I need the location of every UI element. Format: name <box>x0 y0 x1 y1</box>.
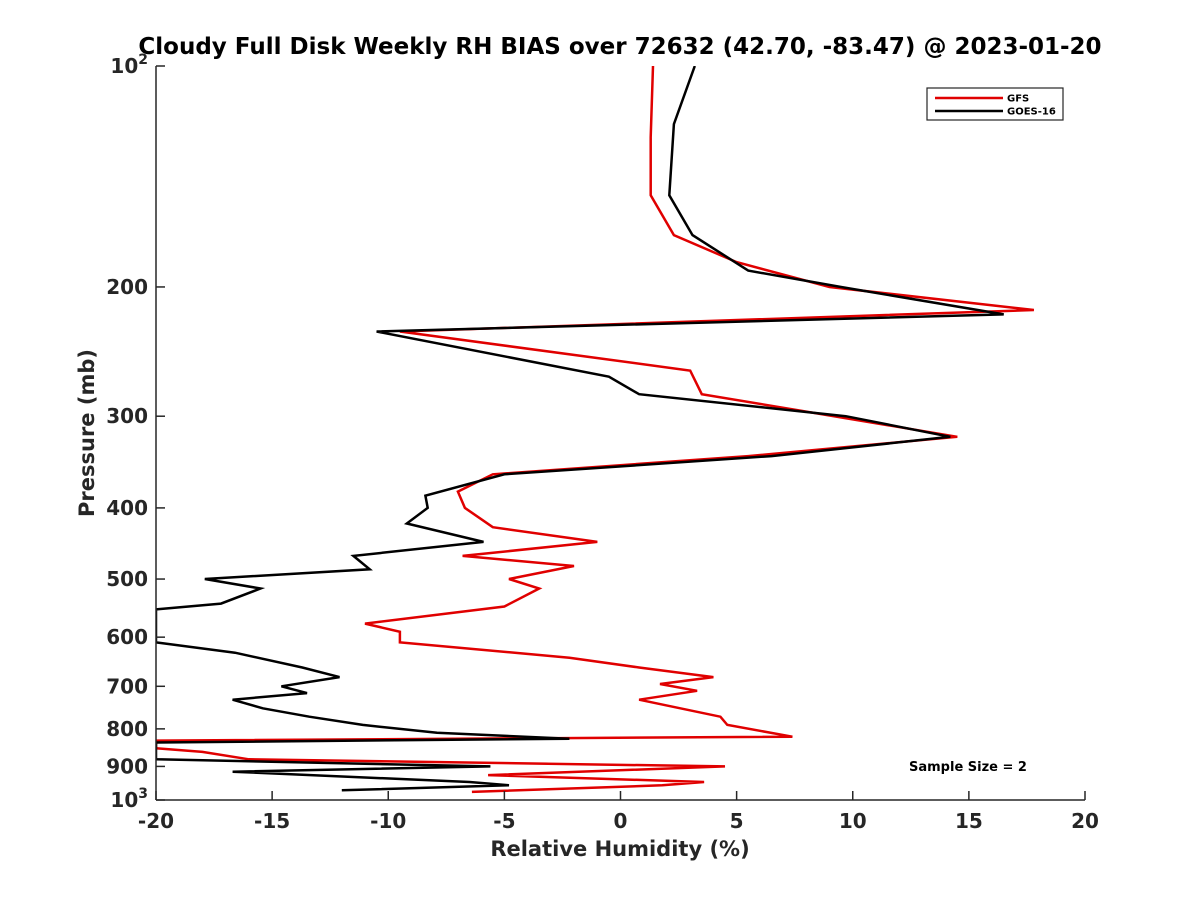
y-tick-label: 900 <box>106 754 148 778</box>
legend: GFS GOES-16 <box>926 87 1064 121</box>
legend-label-goes-16: GOES-16 <box>1007 107 1056 118</box>
y-tick-label: 700 <box>106 674 148 698</box>
x-axis-ticks: -20 -15 -10 -5 0 5 10 15 20 <box>138 791 1099 833</box>
x-tick-label: 10 <box>839 809 867 833</box>
x-tick-label: 20 <box>1071 809 1099 833</box>
y-tick-label: 600 <box>106 625 148 649</box>
y-axis-title: Pressure (mb) <box>75 349 99 517</box>
x-tick-label: -15 <box>254 809 290 833</box>
legend-box <box>926 87 1064 121</box>
y-tick-label: 102 <box>110 52 148 78</box>
y-tick-label: 800 <box>106 717 148 741</box>
series-layer <box>156 66 1035 794</box>
x-tick-label: -20 <box>138 809 174 833</box>
x-tick-label: 0 <box>614 809 628 833</box>
x-tick-label: 15 <box>955 809 983 833</box>
y-tick-label: 200 <box>106 275 148 299</box>
x-tick-label: -10 <box>370 809 406 833</box>
series-line-goes-16 <box>156 66 1004 792</box>
y-tick-label: 300 <box>106 404 148 428</box>
sample-size-annotation: Sample Size = 2 <box>909 760 1027 775</box>
series-line-gfs <box>156 66 1035 794</box>
chart-title: Cloudy Full Disk Weekly RH BIAS over 726… <box>138 34 1101 60</box>
y-tick-label: 400 <box>106 496 148 520</box>
x-tick-label: -5 <box>493 809 515 833</box>
legend-label-gfs: GFS <box>1007 94 1029 105</box>
x-tick-label: 5 <box>730 809 744 833</box>
y-tick-label: 500 <box>106 567 148 591</box>
x-axis-title: Relative Humidity (%) <box>490 837 749 861</box>
